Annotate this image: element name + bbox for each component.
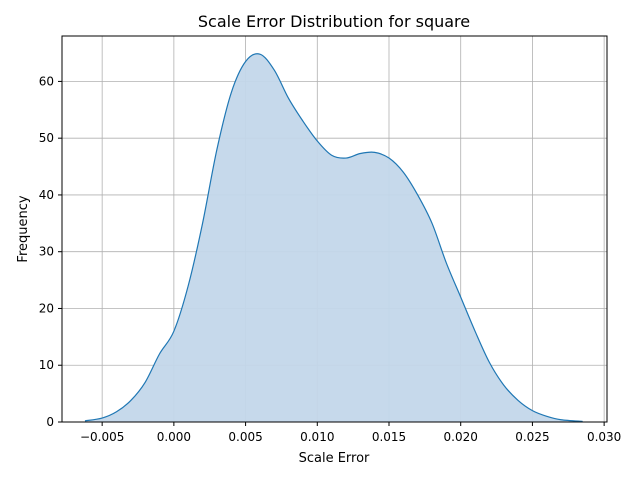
y-tick-label: 40 — [39, 188, 54, 202]
x-axis-label: Scale Error — [299, 451, 370, 466]
x-tick-label: 0.030 — [587, 430, 621, 444]
x-axis: −0.005 0.000 0.005 0.010 0.015 0.020 0.025 0.03… — [80, 422, 621, 444]
plot-frame — [61, 35, 608, 423]
y-axis-label: Frequency — [16, 195, 31, 262]
x-tick-label: 0.000 — [157, 430, 191, 444]
x-tick-label: −0.005 — [80, 430, 124, 444]
y-tick-label: 50 — [39, 131, 54, 145]
x-tick-label: 0.005 — [228, 430, 262, 444]
y-tick-label: 10 — [39, 358, 54, 372]
y-tick-label: 0 — [46, 415, 54, 429]
y-tick-label: 20 — [39, 301, 54, 315]
y-tick-label: 60 — [39, 74, 54, 88]
y-axis: 0 10 20 30 40 50 60 — [39, 74, 62, 429]
x-tick-label: 0.010 — [300, 430, 334, 444]
x-tick-label: 0.025 — [515, 430, 549, 444]
density-line — [84, 53, 583, 423]
y-tick-label: 30 — [39, 245, 54, 259]
density-area — [84, 53, 583, 423]
chart-title: Scale Error Distribution for square — [198, 12, 470, 31]
x-tick-label: 0.020 — [444, 430, 478, 444]
x-tick-label: 0.015 — [372, 430, 406, 444]
